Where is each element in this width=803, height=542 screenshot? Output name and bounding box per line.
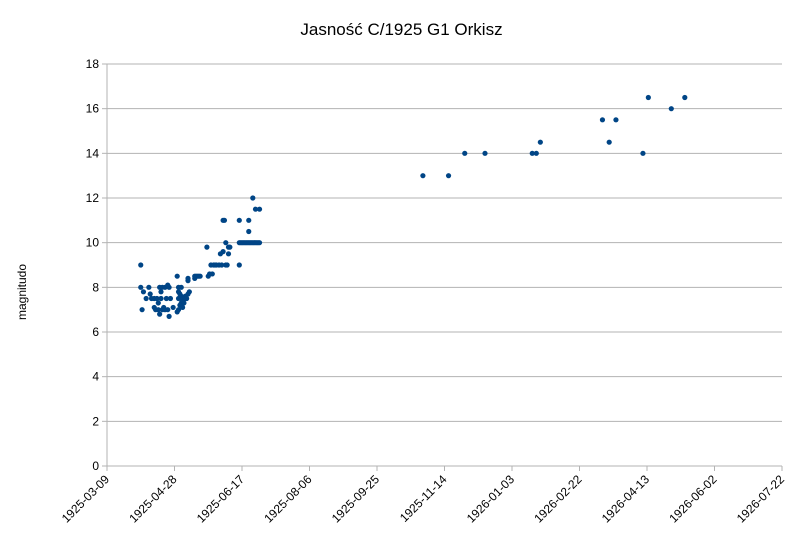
data-point: [163, 295, 169, 302]
data-point: [224, 262, 230, 268]
data-point: [174, 273, 180, 279]
data-point: [157, 311, 163, 317]
y-tick-label: 6: [92, 325, 99, 339]
data-point: [668, 106, 674, 112]
chart-title: Jasność C/1925 G1 Orkisz: [300, 20, 503, 39]
y-tick-label: 12: [86, 191, 100, 205]
data-point: [197, 273, 203, 279]
data-point: [220, 249, 226, 255]
y-tick-label: 4: [92, 370, 99, 384]
data-point: [154, 295, 160, 302]
data-point: [219, 262, 225, 268]
data-point: [462, 150, 468, 156]
x-tick-label: 1925-11-14: [397, 472, 450, 525]
data-point: [445, 173, 452, 179]
grid-lines: [107, 63, 782, 467]
data-point: [246, 228, 252, 235]
data-point: [165, 307, 171, 313]
data-point: [537, 139, 543, 145]
data-point: [613, 117, 619, 123]
data-point: [166, 284, 172, 290]
data-point: [645, 94, 651, 101]
data-point: [175, 307, 182, 313]
data-point: [223, 240, 229, 246]
data-point: [256, 206, 263, 212]
data-point: [181, 300, 187, 306]
data-point: [185, 275, 191, 281]
data-point: [682, 94, 688, 101]
data-point: [138, 262, 144, 268]
x-tick-label: 1926-06-02: [666, 472, 720, 526]
x-tick-label: 1925-09-25: [329, 472, 383, 526]
data-point: [155, 307, 161, 313]
data-point: [252, 206, 259, 212]
x-tick-label: 1925-04-28: [126, 472, 180, 526]
data-point: [147, 291, 153, 297]
x-tick-label: 1926-07-22: [734, 472, 788, 526]
data-point: [225, 251, 232, 257]
data-point: [186, 289, 192, 295]
data-point: [166, 313, 172, 319]
data-point: [139, 307, 145, 313]
data-point: [170, 304, 176, 311]
data-point: [180, 304, 186, 311]
data-point: [533, 150, 539, 156]
x-tick-label: 1926-04-13: [599, 472, 653, 526]
x-tick-label: 1925-03-09: [59, 472, 113, 526]
data-point: [236, 217, 242, 223]
data-point: [143, 295, 149, 302]
y-tick-label: 2: [92, 414, 99, 428]
data-point: [146, 284, 152, 290]
x-tick-label: 1926-01-03: [464, 472, 518, 526]
data-point: [246, 217, 252, 223]
data-point: [158, 295, 164, 302]
y-tick-label: 18: [86, 57, 100, 71]
data-point: [140, 289, 147, 295]
data-point: [158, 289, 164, 295]
data-point: [184, 295, 190, 302]
data-point: [236, 262, 242, 268]
x-tick-label: 1926-02-22: [531, 472, 585, 526]
data-point: [155, 300, 161, 306]
data-point: [599, 117, 606, 123]
data-point: [204, 244, 210, 250]
data-point: [256, 240, 263, 246]
tick-labels: 0 2 4 6 8 10 12 14 16 18 1925-03-09 1925-04-28 1925-…: [59, 57, 788, 526]
data-point: [482, 150, 488, 156]
y-tick-label: 16: [86, 102, 100, 116]
data-points: [138, 94, 688, 319]
data-point: [529, 150, 535, 156]
y-tick-label: 8: [92, 280, 99, 294]
data-point: [209, 271, 215, 277]
data-point: [606, 139, 612, 145]
data-point: [167, 295, 174, 302]
data-point: [138, 284, 144, 290]
data-point: [640, 150, 646, 156]
data-point: [221, 217, 228, 223]
data-point: [420, 173, 426, 179]
y-tick-label: 14: [86, 146, 100, 160]
y-tick-label: 0: [92, 459, 99, 473]
x-tick-label: 1925-06-17: [194, 472, 248, 526]
x-tick-label: 1925-08-06: [261, 472, 315, 526]
data-point: [227, 244, 233, 250]
data-point: [250, 195, 256, 201]
axes: [102, 63, 783, 471]
y-tick-label: 10: [86, 236, 100, 250]
data-point: [178, 284, 184, 290]
